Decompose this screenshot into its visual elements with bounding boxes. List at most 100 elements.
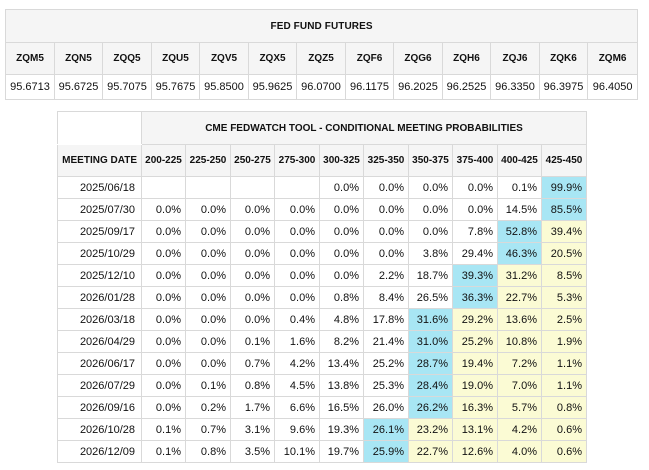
- probability-cell: 0.0%: [363, 198, 409, 221]
- probability-cell: 1.6%: [274, 330, 320, 353]
- probability-cell: 0.7%: [185, 418, 231, 441]
- probability-cell: 0.7%: [230, 352, 275, 375]
- probability-cell: 14.5%: [497, 198, 542, 221]
- meeting-date-cell: 2025/10/29: [57, 242, 142, 265]
- probability-cell: [141, 176, 186, 199]
- probability-cell: 6.6%: [274, 396, 320, 419]
- futures-title: FED FUND FUTURES: [4, 9, 639, 43]
- probability-cell: 2.2%: [363, 264, 409, 287]
- meeting-date-cell: 2025/09/17: [57, 220, 142, 243]
- probability-cell: 4.2%: [274, 352, 320, 375]
- probability-cell: 0.0%: [230, 220, 275, 243]
- futures-header-row: ZQM5 ZQN5 ZQQ5 ZQU5 ZQV5 ZQX5 ZQZ5 ZQF6 ZQG6 ZQH6…: [5, 42, 639, 75]
- meeting-date-cell: 2025/06/18: [57, 176, 142, 199]
- meeting-date-cell: 2026/01/28: [57, 286, 142, 309]
- probability-cell: 0.0%: [185, 308, 231, 331]
- futures-price-cell: 95.6725: [54, 74, 103, 100]
- meeting-row: 2026/06/17 0.0% 0.0% 0.7% 4.2% 13.4% 25.2% 28.7…: [57, 352, 587, 375]
- probability-cell: 1.7%: [230, 396, 275, 419]
- probability-cell: 0.0%: [363, 242, 409, 265]
- probability-cell: 0.0%: [141, 352, 186, 375]
- probability-cell: 21.4%: [363, 330, 409, 353]
- probability-cell: 0.0%: [141, 198, 186, 221]
- probability-cell: 8.2%: [319, 330, 364, 353]
- meeting-date-cell: 2026/06/17: [57, 352, 142, 375]
- meeting-date-cell: 2026/07/29: [57, 374, 142, 397]
- futures-price-cell: 96.3350: [490, 74, 540, 100]
- probability-cell: 0.0%: [452, 198, 498, 221]
- probability-cell: 28.7%: [408, 352, 453, 375]
- probability-cell: 0.0%: [274, 286, 320, 309]
- probability-cell: 19.0%: [452, 374, 498, 397]
- futures-price-row: 95.6713 95.6725 95.7075 95.7675 95.8500 95.96…: [5, 74, 639, 100]
- probability-cell: 4.0%: [497, 440, 542, 463]
- futures-price-cell: 96.2025: [393, 74, 443, 100]
- probability-cell: 0.0%: [141, 264, 186, 287]
- probability-cell: 0.0%: [185, 330, 231, 353]
- probability-cell: 18.7%: [408, 264, 453, 287]
- futures-price-cell: 96.4050: [586, 74, 639, 100]
- probability-cell: 0.1%: [141, 440, 186, 463]
- meeting-row: 2026/09/16 0.0% 0.2% 1.7% 6.6% 16.5% 26.0% 26.2…: [57, 396, 587, 419]
- probability-cell: 0.0%: [363, 176, 409, 199]
- futures-code-header: ZQF6: [345, 42, 394, 75]
- probability-cell: 1.1%: [541, 352, 587, 375]
- fedwatch-title-spacer: [57, 111, 142, 145]
- probability-cell: 0.0%: [141, 242, 186, 265]
- meeting-row: 2026/03/18 0.0% 0.0% 0.0% 0.4% 4.8% 17.8% 31.6%…: [57, 308, 587, 331]
- probability-cell: 0.1%: [185, 374, 231, 397]
- probability-cell: 7.2%: [497, 352, 542, 375]
- probability-cell: 0.0%: [230, 264, 275, 287]
- probability-cell: 0.0%: [274, 220, 320, 243]
- probability-cell: 4.5%: [274, 374, 320, 397]
- probability-cell: 0.0%: [230, 308, 275, 331]
- probability-cell: 3.1%: [230, 418, 275, 441]
- futures-title-row: FED FUND FUTURES: [4, 9, 639, 43]
- probability-cell: 0.8%: [541, 396, 587, 419]
- probability-cell: 39.4%: [541, 220, 587, 243]
- probability-cell: 39.3%: [452, 264, 498, 287]
- fedwatch-title: CME FEDWATCH TOOL - CONDITIONAL MEETING …: [141, 111, 587, 145]
- meeting-row: 2025/12/10 0.0% 0.0% 0.0% 0.0% 0.0% 2.2% 18.7% 3…: [57, 264, 587, 287]
- probability-cell: 26.5%: [408, 286, 453, 309]
- futures-price-cell: 95.9625: [248, 74, 297, 100]
- probability-cell: 25.2%: [452, 330, 498, 353]
- probability-cell: 29.2%: [452, 308, 498, 331]
- probability-cell: 0.0%: [274, 198, 320, 221]
- probability-cell: 5.7%: [497, 396, 542, 419]
- futures-code-header: ZQN5: [54, 42, 103, 75]
- futures-code-header: ZQU5: [151, 42, 200, 75]
- probability-cell: 0.0%: [230, 198, 275, 221]
- probability-cell: 0.0%: [230, 242, 275, 265]
- futures-price-cell: 96.2525: [442, 74, 491, 100]
- futures-code-header: ZQG6: [393, 42, 443, 75]
- futures-code-header: ZQV5: [199, 42, 249, 75]
- probability-cell: 0.1%: [230, 330, 275, 353]
- meeting-row: 2026/12/09 0.1% 0.8% 3.5% 10.1% 19.7% 25.9% 22.…: [57, 440, 587, 463]
- probability-cell: 22.7%: [497, 286, 542, 309]
- probability-cell: 26.1%: [363, 418, 409, 441]
- probability-cell: 0.0%: [408, 198, 453, 221]
- meeting-date-cell: 2026/10/28: [57, 418, 142, 441]
- meeting-row: 2026/07/29 0.0% 0.1% 0.8% 4.5% 13.8% 25.3% 28.4…: [57, 374, 587, 397]
- probability-cell: 7.0%: [497, 374, 542, 397]
- probability-cell: 99.9%: [541, 176, 587, 199]
- probability-cell: 13.4%: [319, 352, 364, 375]
- probability-cell: 0.8%: [185, 440, 231, 463]
- futures-code-header: ZQM5: [5, 42, 55, 75]
- probability-cell: 0.1%: [141, 418, 186, 441]
- meeting-row: 2025/06/18 0.0% 0.0% 0.0% 0.0% 0.1% 99.9%: [57, 176, 587, 199]
- rate-range-header: 425-450: [541, 144, 587, 177]
- rate-range-header: 400-425: [497, 144, 542, 177]
- rate-range-header: 275-300: [274, 144, 320, 177]
- probability-cell: 7.8%: [452, 220, 498, 243]
- probability-cell: 0.0%: [319, 176, 364, 199]
- probability-cell: 0.0%: [185, 286, 231, 309]
- probability-cell: 0.0%: [141, 396, 186, 419]
- probability-cell: 2.5%: [541, 308, 587, 331]
- probability-cell: 25.9%: [363, 440, 409, 463]
- probability-cell: 0.0%: [230, 286, 275, 309]
- probability-cell: 16.5%: [319, 396, 364, 419]
- probability-cell: 52.8%: [497, 220, 542, 243]
- fedwatch-header-row: MEETING DATE 200-225 225-250 250-275 275-30…: [57, 144, 587, 177]
